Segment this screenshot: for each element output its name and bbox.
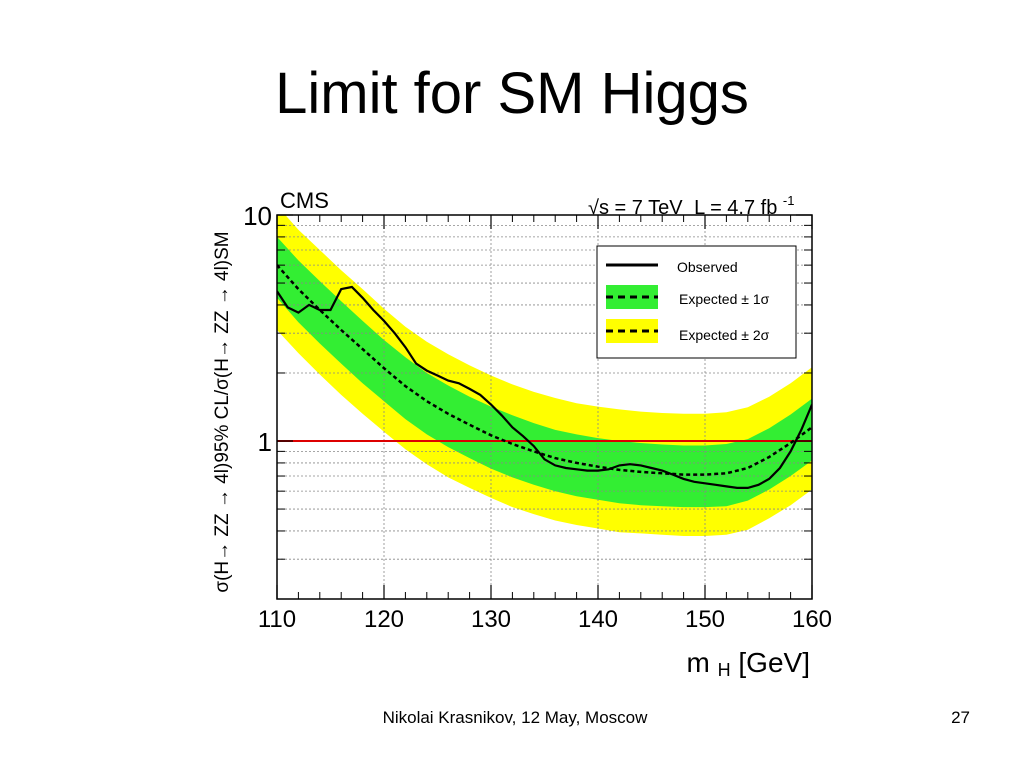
plot-frame: [276, 214, 813, 600]
lumi-exponent: -1: [783, 193, 795, 208]
x-tick-label: 140: [578, 606, 618, 633]
expected-limit-line: [277, 264, 812, 476]
x-axis-symbol: m: [687, 647, 710, 678]
energy-label: √s = 7 TeV: [588, 197, 683, 219]
x-axis-subscript: H: [718, 660, 731, 680]
legend-2sigma-label: Expected ± 2σ: [679, 327, 770, 343]
legend-observed-label: Observed: [677, 259, 738, 275]
observed-limit-line: [277, 285, 812, 489]
x-tick-label: 110: [258, 606, 296, 633]
x-tick-label: 150: [685, 606, 725, 633]
slide-footer: Nikolai Krasnikov, 12 May, Moscow: [382, 708, 648, 727]
experiment-label: CMS: [280, 188, 329, 213]
y-tick-label: 10: [243, 201, 272, 231]
axis-ticks: [276, 214, 813, 599]
x-axis-unit: [GeV]: [738, 647, 810, 678]
legend-1sigma-label: Expected ± 1σ: [679, 291, 770, 307]
x-tick-label: 130: [471, 606, 511, 633]
y-tick-label: 1: [258, 427, 272, 457]
energy-lumi-label: √s = 7 TeV L = 4.7 fb -1: [588, 193, 794, 219]
limit-curves: [277, 264, 812, 489]
page-number: 27: [951, 708, 970, 727]
lumi-label: L = 4.7 fb: [694, 197, 777, 219]
legend: Observed Expected ± 1σ Expected ± 2σ: [596, 245, 797, 359]
x-tick-label: 120: [364, 606, 404, 633]
y-axis-title: σ(H→ ZZ → 4l)95% CL/σ(H→ ZZ → 4l)SM: [212, 231, 233, 592]
slide-title: Limit for SM Higgs: [275, 61, 749, 126]
x-tick-label: 160: [792, 606, 832, 633]
x-axis-title: m H [GeV]: [687, 647, 810, 682]
